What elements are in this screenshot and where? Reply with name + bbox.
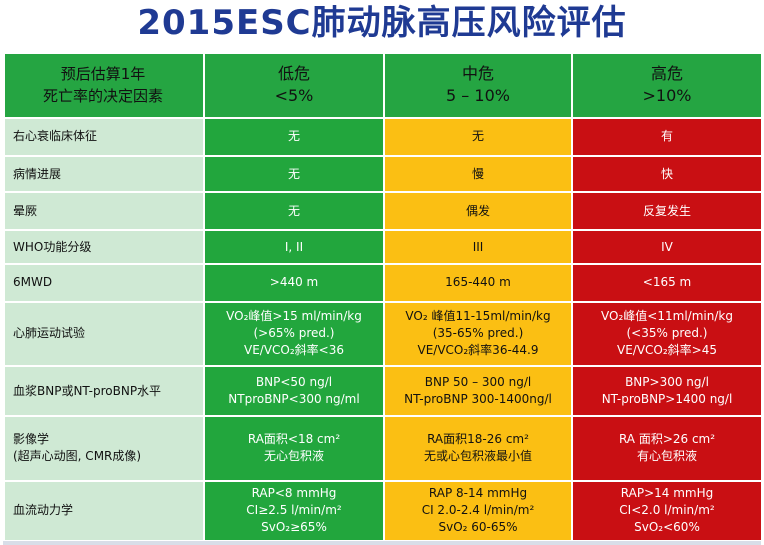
low-risk-line: VE/VCO₂斜率<36 bbox=[243, 343, 344, 358]
low-risk-line: BNP<50 ng/l bbox=[255, 375, 333, 390]
low-risk-cell: RA面积<18 cm² 无心包积液 bbox=[203, 415, 385, 482]
table-row: 影像学 (超声心动图, CMR成像) RA面积<18 cm² 无心包积液 RA面积18-… bbox=[3, 415, 763, 482]
header-high-risk: 高危 >10% bbox=[571, 52, 763, 119]
header-label-line1: 预后估算1年 bbox=[60, 65, 146, 84]
low-risk-cell: 无 bbox=[203, 116, 385, 157]
high-risk-line: 有心包积液 bbox=[636, 449, 697, 464]
row-label-line: (超声心动图, CMR成像) bbox=[13, 449, 142, 464]
row-label-cell: 血流动力学 bbox=[3, 479, 205, 543]
row-label-cell: 右心衰临床体征 bbox=[3, 116, 205, 157]
mid-risk-cell: BNP 50 – 300 ng/l NT-proBNP 300-1400ng/l bbox=[383, 365, 573, 418]
row-label-cell: 晕厥 bbox=[3, 191, 205, 231]
table-row: 晕厥无偶发 反复发生 bbox=[3, 191, 763, 231]
page-title: 2015ESC肺动脉高压风险评估 bbox=[137, 3, 627, 43]
low-risk-rate: <5% bbox=[274, 86, 314, 106]
mid-risk-cell: 慢 bbox=[383, 154, 573, 194]
mid-risk-line: SvO₂ 60-65% bbox=[438, 520, 518, 535]
low-risk-line: 无心包积液 bbox=[263, 449, 324, 464]
mid-risk-cell: 165-440 m bbox=[383, 263, 573, 303]
low-risk-cell: 无 bbox=[203, 154, 385, 194]
high-risk-line: VE/VCO₂斜率>45 bbox=[616, 343, 717, 358]
mid-risk-rate: 5 – 10% bbox=[446, 86, 510, 106]
mid-risk-cell: III bbox=[383, 228, 573, 266]
mid-risk-cell: 无 bbox=[383, 116, 573, 157]
high-risk-rate: >10% bbox=[642, 86, 692, 106]
low-risk-line: RAP<8 mmHg bbox=[251, 486, 337, 501]
mid-risk-line: (35-65% pred.) bbox=[432, 326, 524, 341]
high-risk-line: (<35% pred.) bbox=[626, 326, 708, 341]
mid-risk-line: NT-proBNP 300-1400ng/l bbox=[404, 392, 552, 407]
row-label-cell: 心肺运动试验 bbox=[3, 300, 205, 368]
low-risk-line: (>65% pred.) bbox=[253, 326, 335, 341]
bottom-divider bbox=[3, 541, 761, 545]
low-risk-cell: VO₂峰值>15 ml/min/kg (>65% pred.) VE/VCO₂斜率<… bbox=[203, 300, 385, 368]
table-body: 右心衰临床体征无无有病情进展无慢快晕厥无偶发 反复发生 WHO功能分级 I, II II… bbox=[3, 116, 763, 543]
high-risk-line: BNP>300 ng/l bbox=[625, 375, 709, 390]
high-risk-cell: IV bbox=[571, 228, 763, 266]
high-risk-line: SvO₂<60% bbox=[634, 520, 700, 535]
mid-risk-line: RAP 8-14 mmHg bbox=[428, 486, 528, 501]
low-risk-cell: >440 m bbox=[203, 263, 385, 303]
low-risk-cell: 无 bbox=[203, 191, 385, 231]
low-risk-line: NTproBNP<300 ng/ml bbox=[228, 392, 360, 407]
table-row: 心肺运动试验 VO₂峰值>15 ml/min/kg (>65% pred.) VE/V… bbox=[3, 300, 763, 368]
mid-risk-cell: 偶发 bbox=[383, 191, 573, 231]
table-row: 6MWD >440 m 165-440 m <165 m bbox=[3, 263, 763, 303]
low-risk-line: SvO₂≥65% bbox=[261, 520, 327, 535]
row-label-cell: 6MWD bbox=[3, 263, 205, 303]
row-label-cell: 病情进展 bbox=[3, 154, 205, 194]
header-mid-risk: 中危 5 – 10% bbox=[383, 52, 573, 119]
high-risk-line: NT-proBNP>1400 ng/l bbox=[601, 392, 733, 407]
mid-risk-line: BNP 50 – 300 ng/l bbox=[424, 375, 532, 390]
high-risk-cell: 有 bbox=[571, 116, 763, 157]
high-risk-line: RA 面积>26 cm² bbox=[618, 432, 716, 447]
table-row: 右心衰临床体征无无有 bbox=[3, 116, 763, 157]
row-label-line: 影像学 bbox=[13, 432, 50, 447]
table-row: 病情进展无慢快 bbox=[3, 154, 763, 194]
low-risk-line: VO₂峰值>15 ml/min/kg bbox=[226, 309, 362, 324]
risk-assessment-table: 预后估算1年 死亡率的决定因素 低危 <5% 中危 5 – 10% 高危 >10… bbox=[3, 52, 763, 543]
low-risk-cell: I, II bbox=[203, 228, 385, 266]
low-risk-cell: RAP<8 mmHg CI≥2.5 l/min/m² SvO₂≥65% bbox=[203, 479, 385, 543]
row-label-cell: 血浆BNP或NT-proBNP水平 bbox=[3, 365, 205, 418]
high-risk-cell: VO₂峰值<11ml/min/kg (<35% pred.) VE/VCO₂斜率>4… bbox=[571, 300, 763, 368]
table-row: 血流动力学 RAP<8 mmHg CI≥2.5 l/min/m² SvO₂≥65% RA… bbox=[3, 479, 763, 543]
high-risk-line: RAP>14 mmHg bbox=[620, 486, 714, 501]
table-row: WHO功能分级 I, II III IV bbox=[3, 228, 763, 266]
mid-risk-line: RA面积18-26 cm² bbox=[427, 432, 529, 447]
mid-risk-line: VE/VCO₂斜率36-44.9 bbox=[417, 343, 539, 358]
mid-risk-name: 中危 bbox=[461, 64, 494, 84]
mid-risk-cell: RA面积18-26 cm² 无或心包积液最小值 bbox=[383, 415, 573, 482]
low-risk-name: 低危 bbox=[277, 64, 310, 84]
low-risk-cell: BNP<50 ng/l NTproBNP<300 ng/ml bbox=[203, 365, 385, 418]
low-risk-line: RA面积<18 cm² bbox=[247, 432, 341, 447]
high-risk-name: 高危 bbox=[650, 64, 683, 84]
high-risk-cell: RAP>14 mmHg CI<2.0 l/min/m² SvO₂<60% bbox=[571, 479, 763, 543]
table-row: 血浆BNP或NT-proBNP水平 BNP<50 ng/l NTproBNP<300… bbox=[3, 365, 763, 418]
high-risk-cell: 快 bbox=[571, 154, 763, 194]
high-risk-cell: 反复发生 bbox=[571, 191, 763, 231]
high-risk-cell: BNP>300 ng/l NT-proBNP>1400 ng/l bbox=[571, 365, 763, 418]
row-label-cell: WHO功能分级 bbox=[3, 228, 205, 266]
mid-risk-cell: VO₂ 峰值11-15ml/min/kg (35-65% pred.) VE/VCO… bbox=[383, 300, 573, 368]
high-risk-line: VO₂峰值<11ml/min/kg bbox=[601, 309, 733, 324]
mid-risk-line: CI 2.0-2.4 l/min/m² bbox=[421, 503, 535, 518]
mid-risk-line: VO₂ 峰值11-15ml/min/kg bbox=[405, 309, 551, 324]
row-label-cell: 影像学 (超声心动图, CMR成像) bbox=[3, 415, 205, 482]
header-low-risk: 低危 <5% bbox=[203, 52, 385, 119]
header-label-line2: 死亡率的决定因素 bbox=[42, 87, 163, 106]
mid-risk-cell: RAP 8-14 mmHg CI 2.0-2.4 l/min/m² SvO₂ 60-… bbox=[383, 479, 573, 543]
mid-risk-line: 无或心包积液最小值 bbox=[423, 449, 532, 464]
high-risk-line: CI<2.0 l/min/m² bbox=[619, 503, 715, 518]
high-risk-cell: <165 m bbox=[571, 263, 763, 303]
high-risk-cell: RA 面积>26 cm² 有心包积液 bbox=[571, 415, 763, 482]
low-risk-line: CI≥2.5 l/min/m² bbox=[246, 503, 342, 518]
table-header-row: 预后估算1年 死亡率的决定因素 低危 <5% 中危 5 – 10% 高危 >10… bbox=[3, 52, 763, 119]
header-determinants-cell: 预后估算1年 死亡率的决定因素 bbox=[3, 52, 205, 119]
